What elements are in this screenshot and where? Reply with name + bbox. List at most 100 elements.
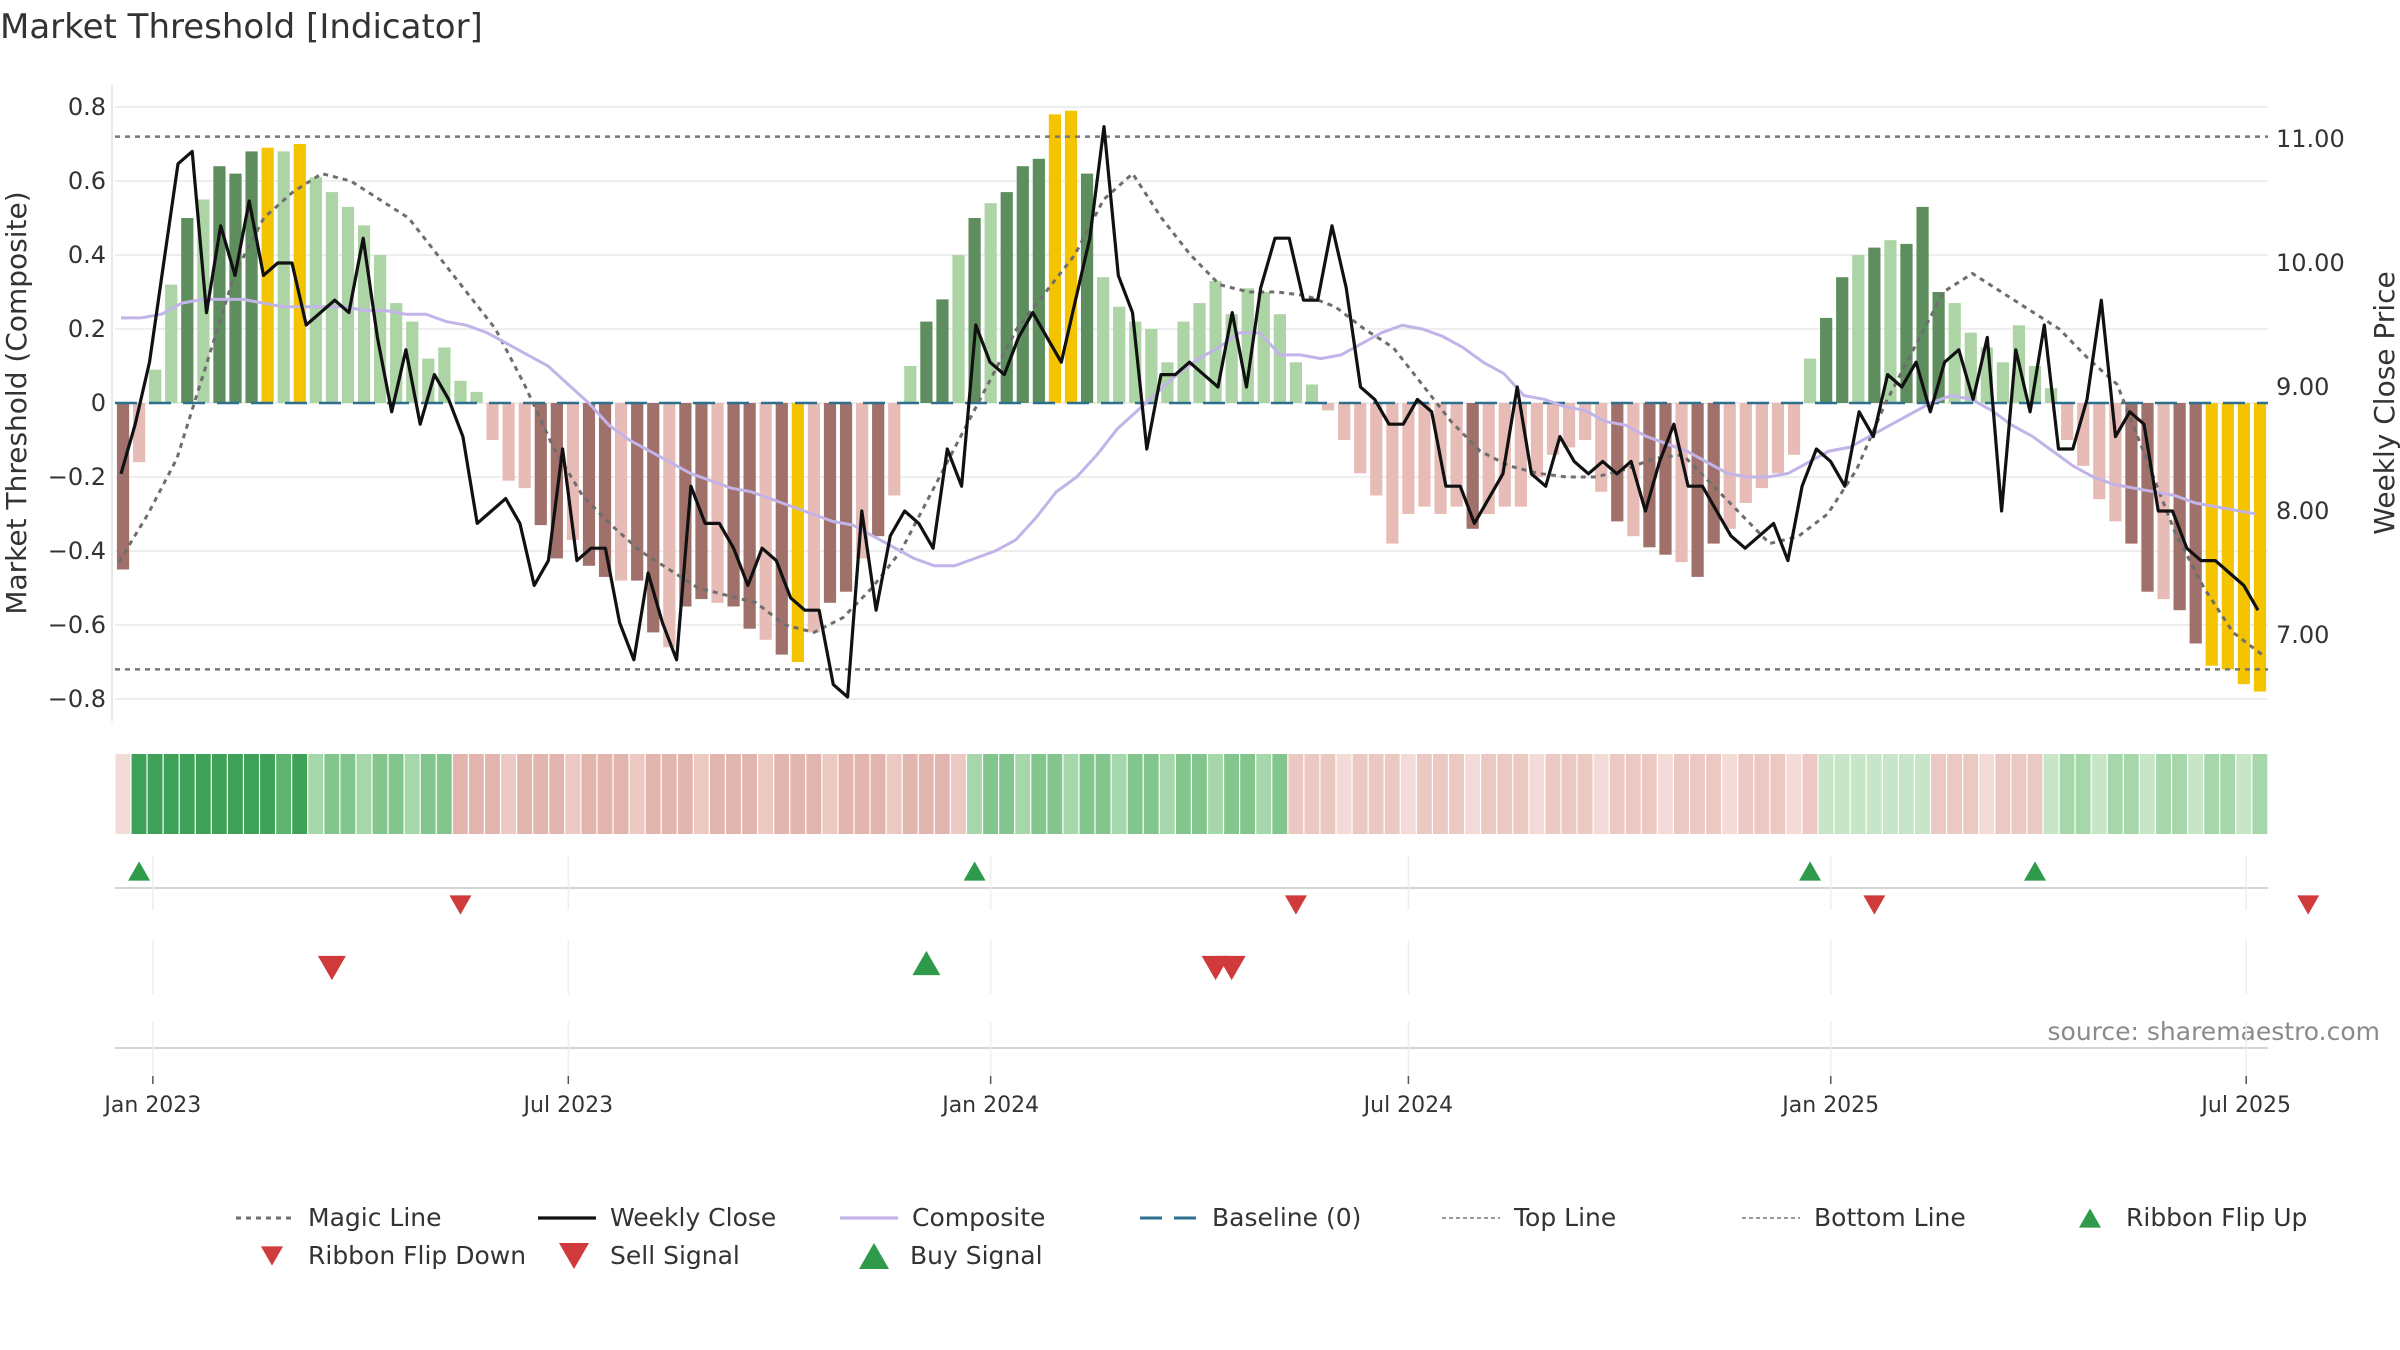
composite-bar — [904, 366, 917, 403]
ribbon-cell — [276, 754, 292, 834]
ribbon-cell — [1079, 754, 1095, 834]
composite-bar — [1996, 362, 2009, 403]
ribbon-cell — [1786, 754, 1802, 834]
composite-bar — [1000, 192, 1013, 403]
right-axis-label: Weekly Close Price — [2368, 271, 2400, 534]
composite-bar — [229, 173, 242, 403]
composite-bar — [631, 403, 644, 581]
composite-bar — [2093, 403, 2106, 500]
composite-bar — [839, 403, 853, 592]
legend-swatch — [859, 1242, 889, 1270]
ribbon-cell — [2107, 754, 2123, 834]
ribbon-cell — [388, 754, 404, 834]
ribbon-cell — [147, 754, 163, 834]
ribbon-cell — [1368, 754, 1384, 834]
composite-bar — [598, 403, 612, 577]
ribbon-cell — [1674, 754, 1689, 834]
date-tick-label: Jan 2023 — [102, 1093, 201, 1118]
ribbon-cell — [131, 754, 147, 834]
composite-bar — [582, 403, 596, 566]
composite-bar — [711, 403, 724, 603]
ribbon-cell — [1770, 754, 1786, 834]
composite-bar — [1659, 403, 1672, 555]
ribbon-cell — [1915, 754, 1930, 834]
legend-label: Composite — [912, 1203, 1045, 1232]
ribbon-cell — [1031, 754, 1047, 834]
ribbon-cell — [2156, 754, 2171, 834]
left-tick-label: 0.4 — [68, 241, 106, 269]
right-tick-label: 7.00 — [2276, 621, 2329, 649]
ribbon-cell — [918, 754, 934, 834]
composite-bar — [1386, 403, 1399, 544]
composite-bar — [807, 403, 821, 633]
composite-bar — [2189, 403, 2202, 644]
ribbon-cell — [1979, 754, 1995, 834]
left-tick-label: 0.2 — [68, 315, 106, 343]
composite-bar — [2173, 403, 2186, 611]
ribbon-cell — [2027, 754, 2043, 834]
legend-label: Top Line — [1513, 1203, 1616, 1232]
ribbon-flip-up-marker — [963, 861, 986, 881]
right-tick-label: 10.00 — [2276, 249, 2345, 277]
ribbon-cell — [372, 754, 388, 834]
ribbon-cell — [661, 754, 677, 834]
ribbon-cell — [1352, 754, 1368, 834]
composite-bar — [952, 255, 965, 403]
legend-label: Weekly Close — [610, 1203, 776, 1232]
sell-signal-marker — [1217, 955, 1246, 981]
ribbon-cell — [597, 754, 613, 834]
composite-bar — [165, 284, 178, 403]
composite-bar — [647, 403, 660, 633]
composite-bar — [1562, 403, 1576, 448]
ribbon-cell — [1433, 754, 1448, 834]
composite-bar — [743, 403, 756, 629]
legend-swatch — [559, 1242, 589, 1270]
ribbon-cell — [2220, 754, 2236, 834]
composite-bar — [2061, 403, 2074, 440]
composite-bar — [727, 403, 740, 607]
composite-bar — [759, 403, 772, 640]
ribbon-flip-down-marker — [1284, 895, 1307, 915]
ribbon-cell — [308, 754, 324, 834]
ribbon-cell — [115, 754, 131, 834]
ribbon-cell — [726, 754, 741, 834]
right-tick-label: 11.00 — [2276, 125, 2345, 153]
ribbon-cell — [1224, 754, 1240, 834]
ribbon-cell — [436, 754, 452, 834]
composite-bar — [1257, 292, 1270, 403]
composite-bar — [116, 403, 130, 570]
composite-bar — [1691, 403, 1704, 577]
ribbon-cell — [1256, 754, 1272, 834]
ribbon-cell — [2172, 754, 2187, 834]
ribbon-cell — [1931, 754, 1946, 834]
ribbon-cell — [822, 754, 838, 834]
composite-bar — [1177, 321, 1190, 403]
composite-bar — [920, 321, 933, 403]
ribbon-cell — [1995, 754, 2011, 834]
ribbon-cell — [1111, 754, 1127, 834]
composite-bar — [2205, 403, 2218, 666]
ribbon-cell — [967, 754, 982, 834]
reference-lines — [115, 135, 2268, 671]
composite-bar — [1080, 173, 1094, 403]
composite-bar — [1273, 314, 1286, 403]
ribbon-cell — [902, 754, 918, 834]
legend-label: Bottom Line — [1814, 1203, 1966, 1232]
ribbon-flip-up-marker — [128, 861, 151, 881]
weekly-close-line — [119, 125, 2260, 699]
ribbon-cell — [774, 754, 790, 834]
signal-panels — [115, 861, 2320, 1049]
composite-bar — [518, 403, 531, 489]
left-tick-label: −0.2 — [48, 463, 106, 491]
ribbon-cell — [1400, 754, 1416, 834]
composite-bar — [1209, 280, 1222, 403]
ribbon-cell — [790, 754, 806, 834]
ribbon-cell — [2204, 754, 2220, 834]
ribbon-cell — [1754, 754, 1770, 834]
left-axis-label: Market Threshold (Composite) — [0, 191, 33, 614]
composite-bar — [486, 403, 499, 440]
legend-label: Ribbon Flip Up — [2126, 1203, 2307, 1232]
ribbon-cell — [1593, 754, 1609, 834]
ribbon-cell — [1866, 754, 1882, 834]
composite-bar — [1321, 403, 1335, 411]
